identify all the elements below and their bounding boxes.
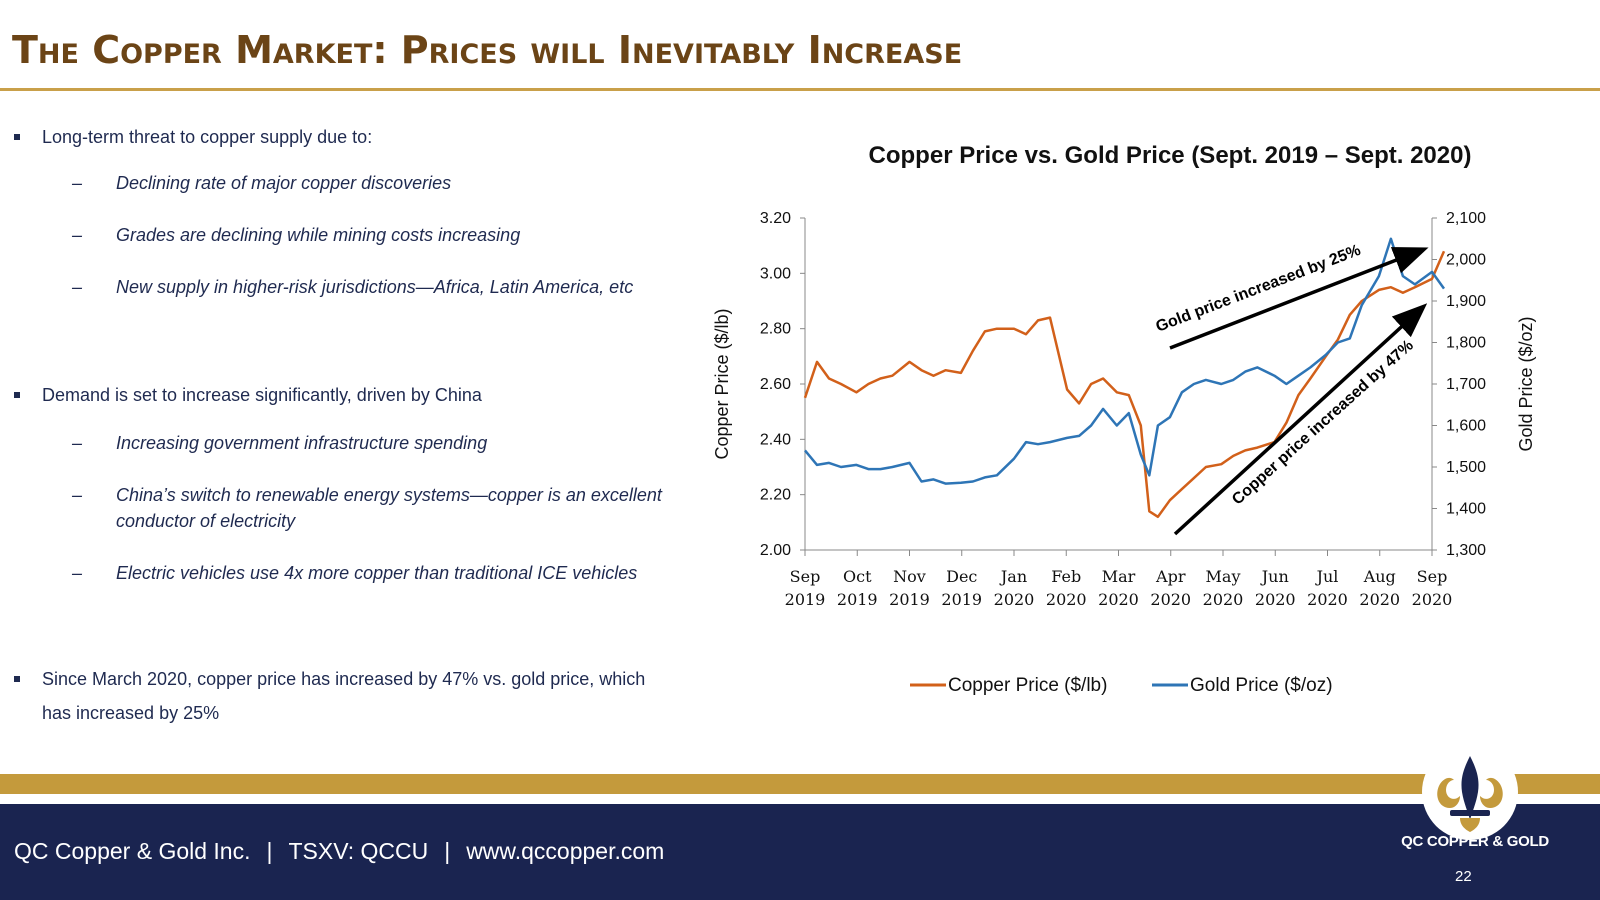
right-tick-label: 1,900 bbox=[1446, 293, 1486, 310]
copper-increase-annotation: Copper price increased by 47% bbox=[1229, 337, 1417, 509]
logo-wordmark: QC COPPER & GOLD bbox=[1401, 833, 1549, 850]
footer-band bbox=[0, 804, 1600, 900]
right-tick-label: 1,600 bbox=[1446, 418, 1486, 435]
right-axis-title: Gold Price ($/oz) bbox=[1516, 316, 1536, 451]
x-tick-year-label: 2019 bbox=[837, 590, 878, 609]
sub-bullet-text: China’s switch to renewable energy syste… bbox=[116, 485, 662, 531]
dash-icon: – bbox=[72, 433, 83, 453]
x-tick-month-label: Jul bbox=[1315, 567, 1339, 586]
x-tick-year-label: 2019 bbox=[785, 590, 826, 609]
x-tick-year-label: 2020 bbox=[1359, 590, 1400, 609]
x-tick-month-label: Aug bbox=[1363, 567, 1396, 586]
x-tick-month-label: Dec bbox=[946, 567, 977, 586]
dash-icon: – bbox=[72, 173, 83, 193]
left-tick-label: 2.80 bbox=[760, 321, 791, 338]
x-tick-month-label: Jan bbox=[999, 567, 1027, 586]
x-tick-year-label: 2020 bbox=[1046, 590, 1087, 609]
slide-title: The Copper Market: Prices will Inevitabl… bbox=[12, 28, 963, 72]
page-number: 22 bbox=[1455, 868, 1472, 885]
x-tick-month-label: Apr bbox=[1155, 567, 1186, 586]
right-tick-label: 1,700 bbox=[1446, 376, 1486, 393]
fleur-de-lis-logo-icon bbox=[1422, 744, 1518, 840]
x-tick-year-label: 2020 bbox=[1307, 590, 1348, 609]
right-tick-label: 1,400 bbox=[1446, 501, 1486, 518]
left-tick-label: 3.20 bbox=[760, 210, 791, 227]
copper-increase-arrow bbox=[1173, 303, 1428, 536]
x-tick-year-label: 2020 bbox=[1203, 590, 1244, 609]
sub-bullet-text: New supply in higher-risk jurisdictions—… bbox=[116, 277, 634, 297]
footer-website[interactable]: www.qccopper.com bbox=[466, 838, 665, 864]
x-tick-year-label: 2020 bbox=[1098, 590, 1139, 609]
x-tick-month-label: Oct bbox=[843, 567, 872, 586]
footer-company: QC Copper & Gold Inc. bbox=[14, 838, 251, 864]
footer-separator: | bbox=[266, 838, 273, 864]
bullet-text: Long-term threat to copper supply due to… bbox=[42, 127, 373, 147]
x-tick-year-label: 2020 bbox=[1255, 590, 1296, 609]
gold-accent-band bbox=[0, 774, 1600, 794]
right-tick-label: 1,800 bbox=[1446, 335, 1486, 352]
sub-bullet-text: Declining rate of major copper discoveri… bbox=[116, 173, 452, 193]
chart-title: Copper Price vs. Gold Price (Sept. 2019 … bbox=[868, 142, 1472, 169]
x-tick-month-label: May bbox=[1206, 567, 1241, 586]
gold-price-line bbox=[804, 237, 1446, 485]
x-tick-year-label: 2019 bbox=[889, 590, 930, 609]
gold-increase-annotation: Gold price increased by 25% bbox=[1154, 242, 1363, 336]
footer-text: QC Copper & Gold Inc. | TSXV: QCCU | www.qcc… bbox=[14, 838, 664, 865]
left-tick-label: 2.00 bbox=[760, 542, 791, 559]
right-tick-label: 2,100 bbox=[1446, 210, 1486, 227]
sub-bullet-text: Grades are declining while mining costs … bbox=[116, 225, 521, 245]
copper-price-line bbox=[803, 250, 1446, 519]
dash-icon: – bbox=[72, 225, 83, 245]
price-chart: 2.00 2.20 2.40 2.60 2.80 3.00 3.20 1,300 1,400 1,… bbox=[712, 210, 1536, 696]
legend-gold-label: Gold Price ($/oz) bbox=[1190, 675, 1333, 696]
left-tick-label: 2.60 bbox=[760, 376, 791, 393]
title-divider bbox=[0, 88, 1600, 91]
left-axis-title: Copper Price ($/lb) bbox=[712, 308, 732, 459]
left-tick-label: 2.40 bbox=[760, 431, 791, 448]
left-tick-label: 2.20 bbox=[760, 487, 791, 504]
left-tick-label: 3.00 bbox=[760, 265, 791, 282]
x-tick-month-label: Feb bbox=[1051, 567, 1081, 586]
x-tick-year-label: 2020 bbox=[1150, 590, 1191, 609]
sub-bullet-text: Electric vehicles use 4x more copper tha… bbox=[116, 563, 638, 583]
x-tick-month-label: Mar bbox=[1102, 567, 1136, 586]
right-tick-label: 1,500 bbox=[1446, 459, 1486, 476]
x-tick-year-label: 2020 bbox=[994, 590, 1035, 609]
sub-bullet-text: Increasing government infrastructure spe… bbox=[116, 433, 488, 453]
x-tick-month-label: Nov bbox=[893, 567, 926, 586]
bullet-text: Since March 2020, copper price has incre… bbox=[42, 669, 646, 723]
dash-icon: – bbox=[72, 563, 83, 583]
x-tick-month-label: Sep bbox=[1417, 567, 1448, 586]
bullet-text: Demand is set to increase significantly,… bbox=[42, 385, 482, 405]
chart-container: Copper Price vs. Gold Price (Sept. 2019 … bbox=[700, 130, 1580, 720]
footer-ticker: TSXV: QCCU bbox=[288, 838, 429, 864]
legend-copper-label: Copper Price ($/lb) bbox=[948, 675, 1107, 696]
x-tick-year-label: 2019 bbox=[941, 590, 982, 609]
x-tick-month-label: Jun bbox=[1260, 567, 1289, 586]
footer-separator: | bbox=[444, 838, 451, 864]
dash-icon: – bbox=[72, 277, 83, 297]
dash-icon: – bbox=[72, 485, 83, 505]
right-tick-label: 2,000 bbox=[1446, 252, 1486, 269]
gold-increase-arrow bbox=[1169, 247, 1429, 350]
x-tick-year-label: 2020 bbox=[1412, 590, 1453, 609]
x-tick-month-label: Sep bbox=[790, 567, 821, 586]
bullet-square-icon bbox=[14, 134, 20, 140]
bullet-square-icon bbox=[14, 676, 20, 682]
right-tick-label: 1,300 bbox=[1446, 542, 1486, 559]
bullet-square-icon bbox=[14, 392, 20, 398]
